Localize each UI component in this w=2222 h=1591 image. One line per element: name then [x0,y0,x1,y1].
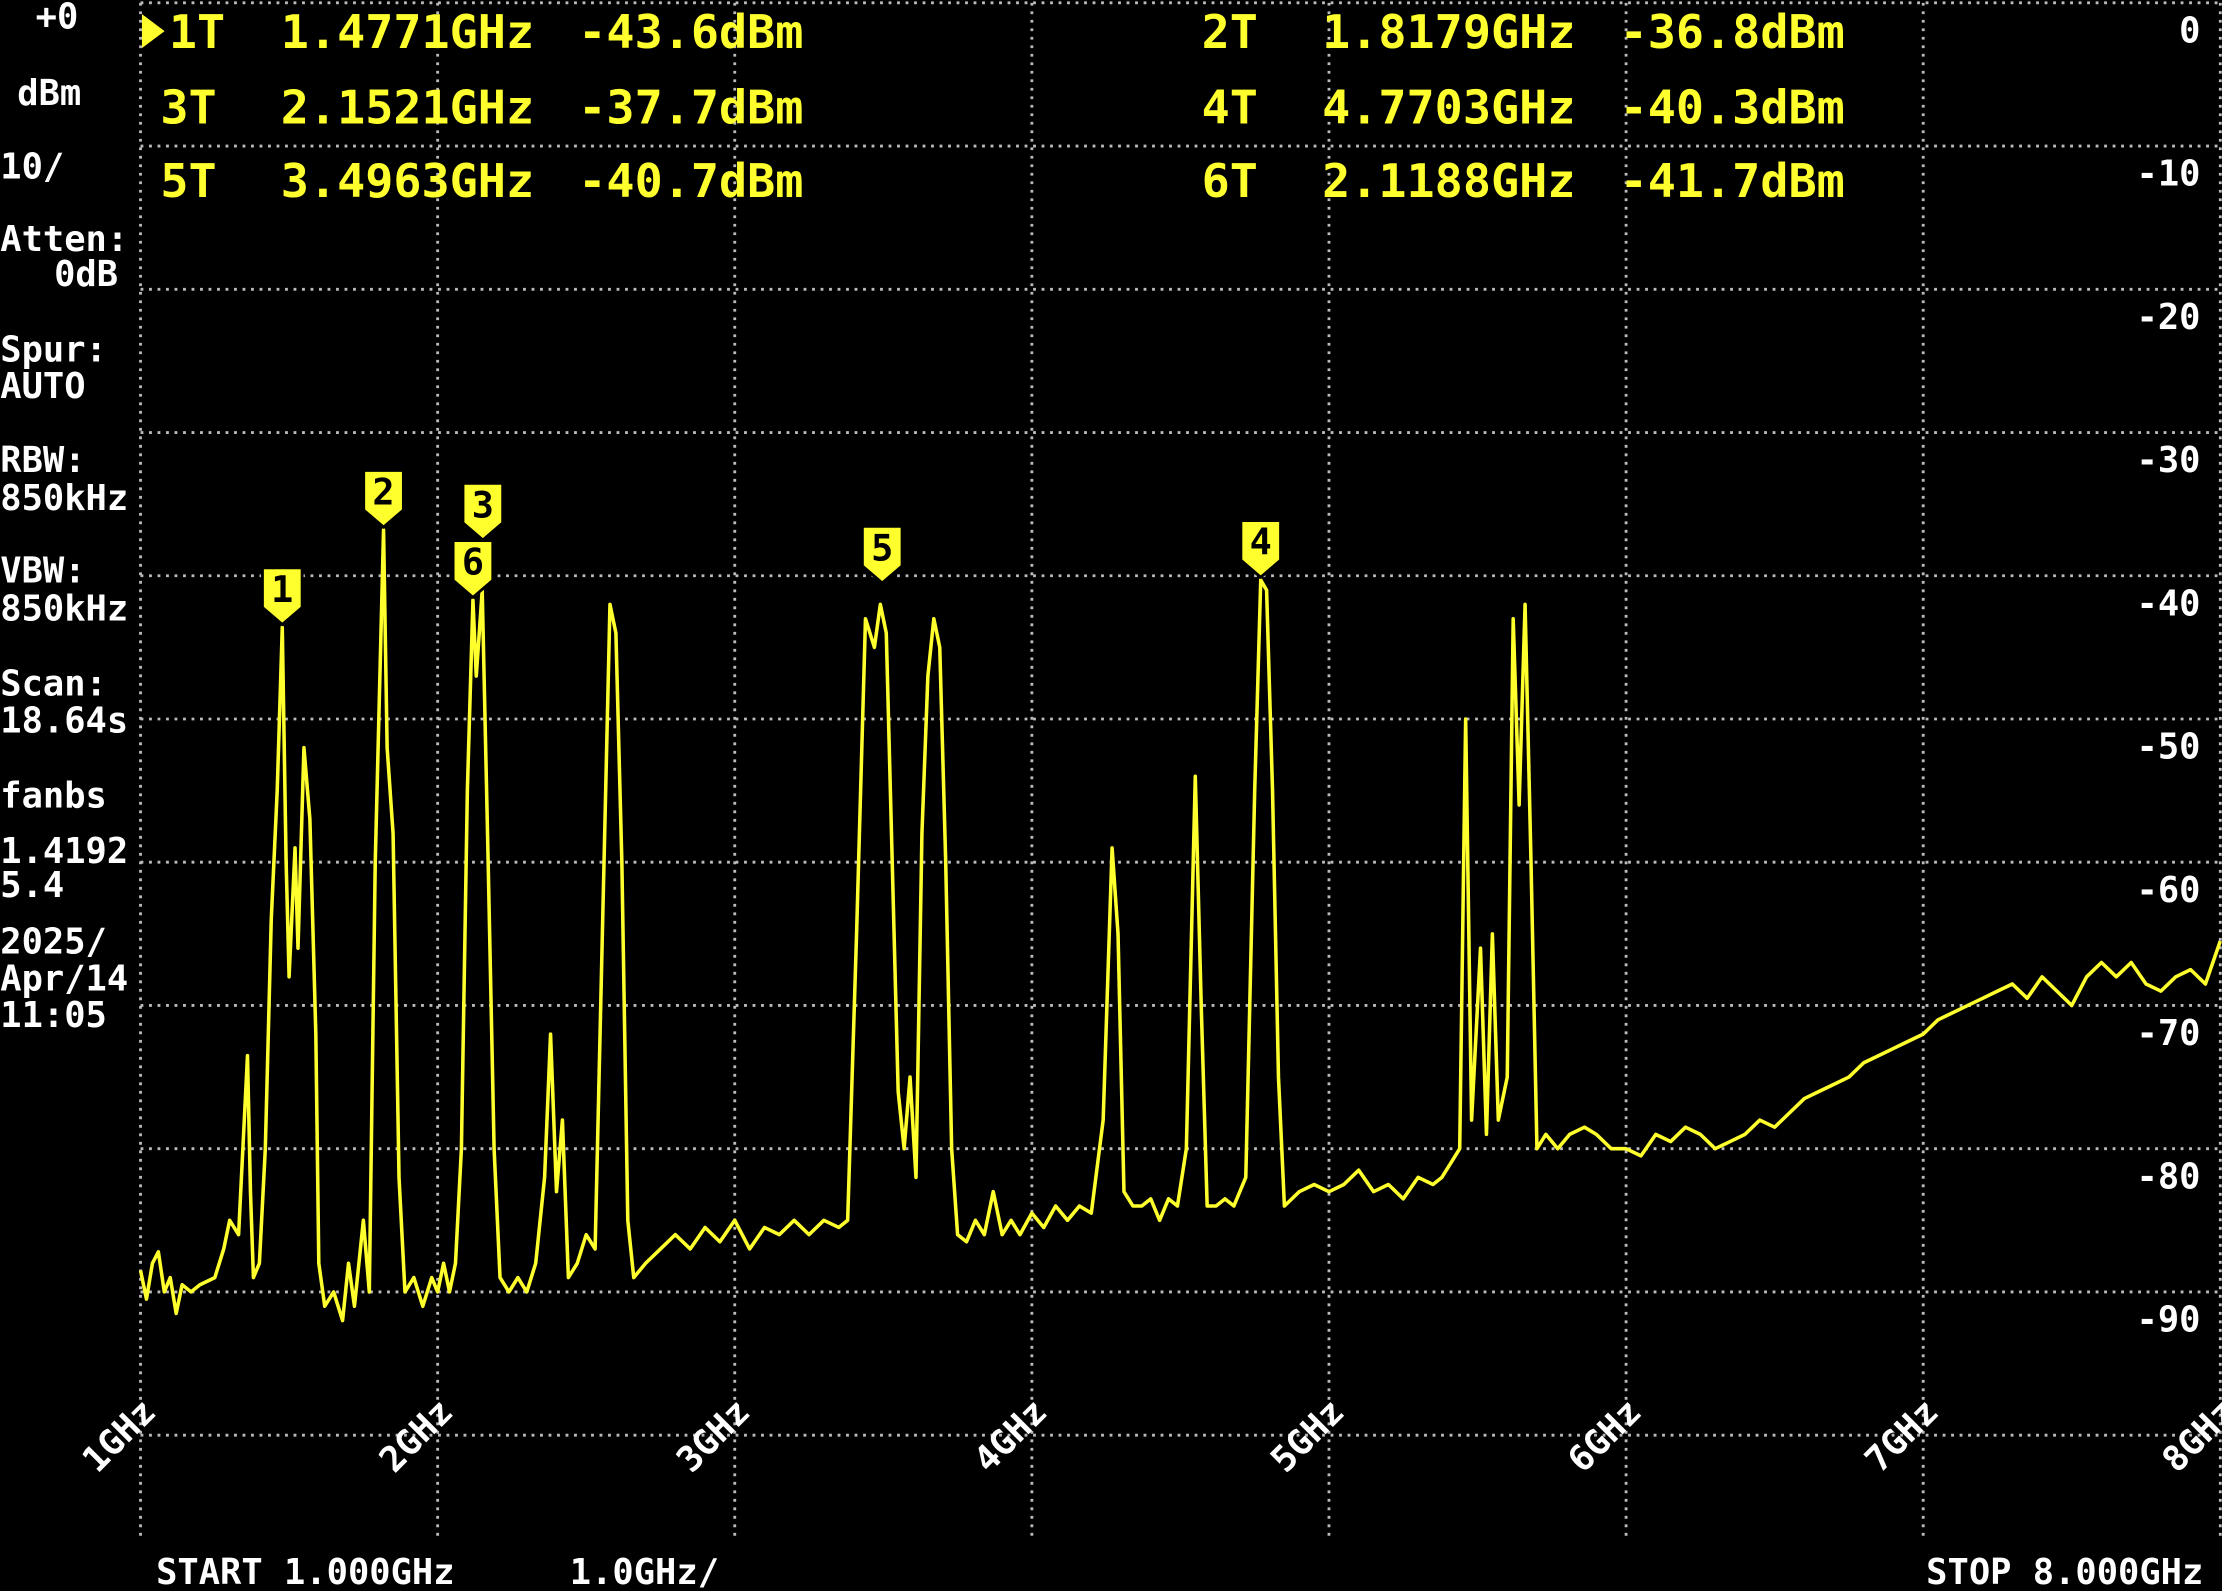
y-tick-label: -60 [2137,870,2201,911]
y-tick-label: -70 [2137,1013,2201,1054]
marker-level: -37.7dBm [578,81,803,135]
span-label: 1.0GHz/ [570,1552,719,1591]
side-info: 1.4192 [0,831,128,872]
stop-label: STOP 8.000GHz [1926,1552,2203,1591]
y-tick-label: -80 [2137,1156,2201,1197]
side-info: dBm [17,73,81,114]
marker-id: 1T [169,6,225,60]
side-info: 5.4 [0,865,64,906]
side-info: 18.64s [0,700,128,741]
marker-flag: 4 [1239,519,1282,580]
side-info: 850kHz [0,478,128,519]
marker-flag-number: 3 [472,483,494,526]
side-info: VBW: [0,550,85,591]
marker-freq: 1.8179GHz [1322,6,1575,60]
marker-freq: 2.1188GHz [1322,155,1575,209]
marker-flag: 2 [362,469,405,529]
marker-freq: 2.1521GHz [281,81,534,135]
marker-flag-shape [1239,519,1282,580]
side-info: 850kHz [0,589,128,630]
marker-flag-number: 2 [372,470,394,513]
y-tick-label: -30 [2137,440,2201,481]
marker-level: -40.3dBm [1620,81,1845,135]
marker-freq: 4.7703GHz [1322,81,1575,135]
side-info: Atten: [0,219,128,260]
side-info: Spur: [0,329,107,370]
marker-flag-number: 6 [462,541,484,584]
marker-freq: 1.4771GHz [281,6,534,60]
side-info: 2025/ [0,921,107,962]
marker-level: -43.6dBm [578,6,803,60]
side-info: 11:05 [0,995,107,1036]
side-info: fanbs [0,776,107,817]
marker-flag-number: 4 [1250,521,1272,564]
trace [138,528,2222,1323]
marker-flag: 1 [261,566,304,627]
side-info: 0dB [54,254,118,295]
marker-flag-shape [461,481,505,542]
marker-level: -41.7dBm [1620,155,1845,209]
marker-id: 5T [160,155,216,209]
marker-flag-shape [261,566,304,627]
marker-flag: 3 [461,481,505,542]
y-tick-label: -40 [2137,583,2201,624]
active-marker-arrow [141,14,165,49]
marker-flag: 6 [451,539,495,600]
side-info: Scan: [0,664,107,705]
start-label: START 1.000GHz [156,1552,454,1591]
marker-flag-number: 5 [871,526,893,569]
marker-flag: 5 [860,524,904,585]
marker-flag-shape [362,469,405,529]
side-info: Apr/14 [0,958,128,999]
marker-id: 6T [1202,155,1258,209]
y-tick-label: -50 [2137,727,2201,768]
side-info: +0 [36,0,79,37]
side-info: RBW: [0,440,85,481]
marker-level: -40.7dBm [578,155,803,209]
y-tick-label: 0 [2179,11,2200,52]
marker-id: 4T [1202,81,1258,135]
y-tick-label: -90 [2137,1300,2201,1341]
y-tick-label: -10 [2137,154,2201,195]
y-tick-label: -20 [2137,297,2201,338]
marker-id: 3T [160,81,216,135]
marker-flag-shape [451,539,495,600]
marker-id: 2T [1202,6,1258,60]
side-info: 10/ [0,147,64,188]
marker-freq: 3.4963GHz [281,155,534,209]
side-info: AUTO [0,366,85,407]
marker-flag-shape [860,524,904,585]
marker-flag-number: 1 [271,568,293,611]
marker-level: -36.8dBm [1620,6,1845,60]
